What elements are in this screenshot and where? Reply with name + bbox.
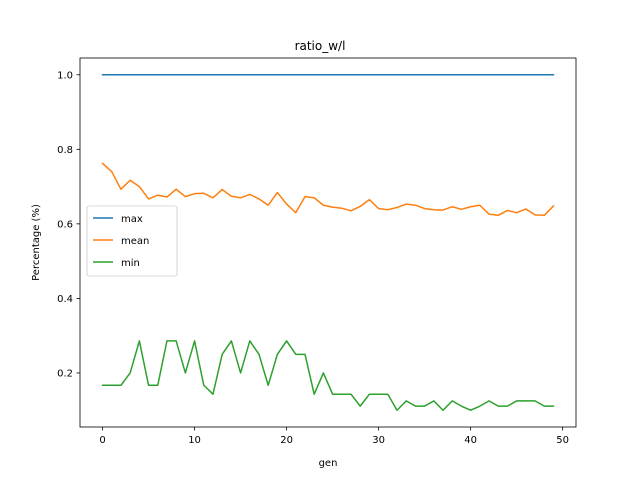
y-tick-label: 0.6 — [57, 219, 73, 230]
x-axis-label: gen — [319, 458, 338, 469]
legend: max mean min — [86, 205, 178, 277]
x-tick-label: 0 — [99, 435, 105, 446]
plot-frame — [79, 57, 577, 428]
chart-title: ratio_w/l — [295, 39, 346, 53]
y-tick-label: 0.4 — [57, 294, 73, 305]
legend-label-mean: mean — [121, 236, 149, 247]
series-line-min — [101, 340, 555, 411]
x-tick-label: 20 — [280, 435, 293, 446]
y-tick-label: 0.2 — [57, 368, 73, 379]
y-axis: 0.2 0.4 0.6 0.8 1.0 — [57, 70, 80, 379]
plot-lines — [101, 74, 555, 411]
x-tick-label: 30 — [372, 435, 385, 446]
y-tick-label: 0.8 — [57, 145, 73, 156]
y-axis-label: Percentage (%) — [31, 204, 42, 281]
legend-box — [86, 205, 178, 277]
x-tick-label: 50 — [556, 435, 569, 446]
x-tick-label: 40 — [464, 435, 477, 446]
y-tick-label: 1.0 — [57, 70, 73, 81]
series-line-mean — [101, 162, 555, 217]
x-axis: 0 10 20 30 40 50 — [99, 427, 569, 446]
x-tick-label: 10 — [188, 435, 201, 446]
legend-label-min: min — [121, 258, 140, 269]
legend-label-max: max — [121, 214, 143, 225]
